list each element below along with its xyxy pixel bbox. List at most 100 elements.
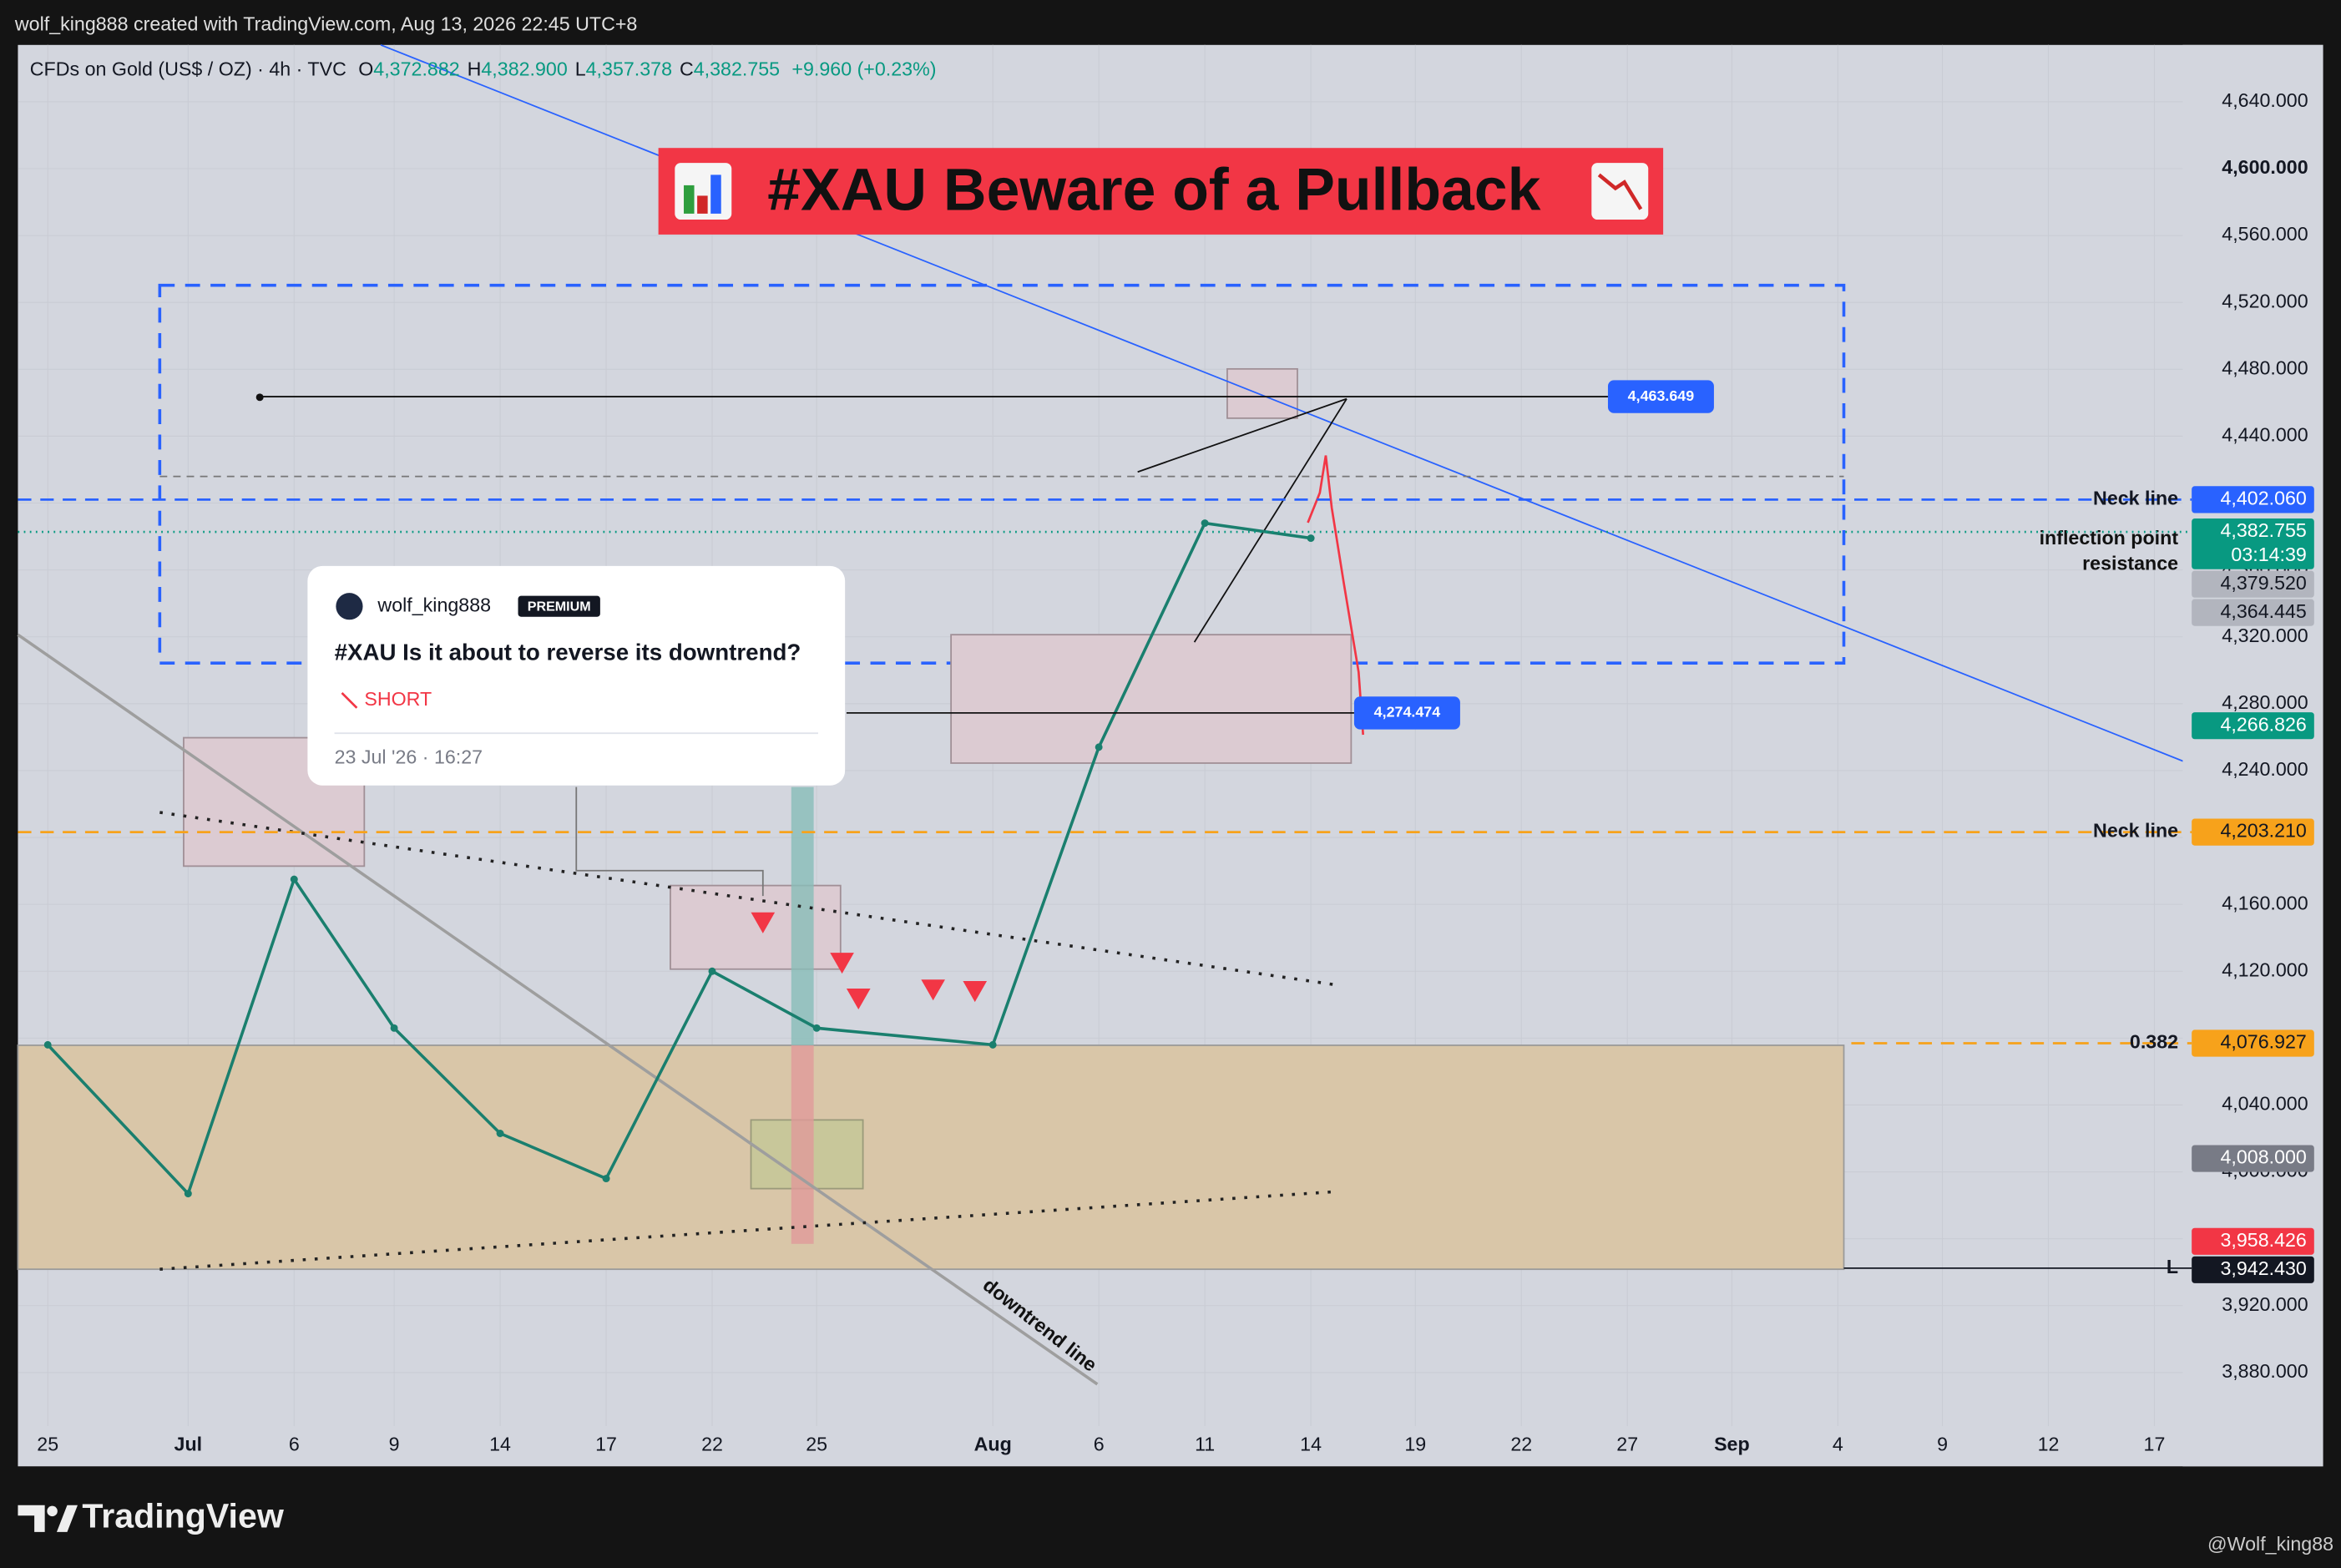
- price-label: [2192, 1145, 2314, 1172]
- y-tick-label: 3,920.000: [2222, 1293, 2308, 1315]
- x-tick-label: 11: [1195, 1433, 1215, 1454]
- projection: [1307, 455, 1365, 736]
- legend-key: L: [575, 58, 586, 79]
- y-tick-label: 4,600.000: [2222, 156, 2308, 178]
- legend-key: O: [358, 58, 373, 79]
- y-tick-label: 4,240.000: [2222, 758, 2308, 780]
- x-tick-label: 9: [389, 1433, 400, 1454]
- legend-value: 4,382.900: [481, 58, 567, 79]
- volume-bar: [791, 1044, 814, 1244]
- price-label: [2192, 1227, 2314, 1255]
- x-tick-label: 9: [1937, 1433, 1948, 1454]
- price-point: [1201, 519, 1209, 528]
- y-tick-label: 4,520.000: [2222, 290, 2308, 311]
- chart-title: #XAU Beware of a Pullback: [767, 157, 1540, 224]
- level-label: Neck line: [2093, 820, 2178, 842]
- wedge-line: [1193, 398, 1347, 643]
- price-label-text: 4,008.000: [2220, 1146, 2306, 1168]
- arrow: [751, 912, 776, 933]
- price-label: [2192, 570, 2314, 598]
- x-tick-label: 27: [1616, 1433, 1638, 1454]
- zone-box: [1226, 367, 1298, 419]
- short-icon: [341, 691, 358, 709]
- arrow: [921, 979, 945, 1001]
- price-label-timer: 03:14:39: [2231, 544, 2306, 565]
- legend-key: H: [468, 58, 482, 79]
- footer-handle: @Wolf_king88: [2207, 1533, 2333, 1555]
- idea-card[interactable]: wolf_king888 PREMIUM #XAU Is it about to…: [307, 565, 846, 786]
- y-tick-label: 4,440.000: [2222, 424, 2308, 446]
- price-point: [1095, 743, 1103, 751]
- avatar: [336, 593, 363, 620]
- zone-box: [670, 884, 842, 970]
- volume-bar: [791, 787, 814, 1045]
- price-label: [2192, 818, 2314, 846]
- callout-text: 4,274.474: [1374, 704, 1441, 721]
- x-tick-label: Jul: [174, 1433, 203, 1454]
- icon-bar: [697, 195, 708, 214]
- card-date: 23 Jul '26 · 16:27: [335, 746, 483, 768]
- x-tick-label: 12: [2038, 1433, 2060, 1454]
- y-tick-label: 3,880.000: [2222, 1360, 2308, 1382]
- price-label-text: 4,364.445: [2220, 600, 2306, 622]
- price-label-text: 4,266.826: [2220, 713, 2306, 735]
- y-tick-label: 4,160.000: [2222, 892, 2308, 913]
- card-direction: SHORT: [364, 688, 432, 710]
- legend-key: C: [680, 58, 694, 79]
- y-tick-label: 4,120.000: [2222, 959, 2308, 980]
- y-tick-label: 4,640.000: [2222, 89, 2308, 111]
- zone-box: [950, 634, 1353, 764]
- y-tick-label: 4,280.000: [2222, 691, 2308, 713]
- card-user: wolf_king888: [377, 594, 491, 615]
- x-tick-label: 14: [489, 1433, 511, 1454]
- arrow: [846, 988, 871, 1010]
- price-point: [1307, 534, 1315, 543]
- price-line: [46, 521, 1312, 1196]
- icon-bar: [684, 185, 695, 214]
- price-point: [290, 875, 298, 883]
- legend-value: 4,382.755: [694, 58, 780, 79]
- x-tick-label: 4: [1833, 1433, 1843, 1454]
- legend-value: 4,372.882: [373, 58, 459, 79]
- footer-logo: [18, 1505, 78, 1532]
- price-label-text: 4,203.210: [2220, 820, 2306, 842]
- x-tick-label: 25: [806, 1433, 827, 1454]
- logo-mark: [56, 1505, 78, 1532]
- x-tick-label: Aug: [974, 1433, 1012, 1454]
- level-label: 0.382: [2130, 1031, 2178, 1053]
- price-point: [184, 1190, 192, 1198]
- legend: CFDs on Gold (US$ / OZ) · 4h · TVC O 4,372…: [30, 58, 937, 79]
- price-label: [2192, 599, 2314, 626]
- logo-mark: [18, 1505, 45, 1532]
- price-series: [43, 519, 1315, 1198]
- price-label-text: 3,942.430: [2220, 1257, 2306, 1279]
- price-label-text: 4,402.060: [2220, 488, 2306, 509]
- logo-mark: [47, 1505, 58, 1517]
- price-point: [496, 1130, 504, 1137]
- signal-arrows: [751, 912, 988, 1010]
- price-label-text: 4,379.520: [2220, 572, 2306, 594]
- card-title: #XAU Is it about to reverse its downtren…: [335, 640, 801, 665]
- x-tick-label: 25: [37, 1433, 58, 1454]
- callout-label: [1353, 696, 1460, 730]
- downtrend-line: [17, 633, 1099, 1386]
- y-tick-label: 4,040.000: [2222, 1093, 2308, 1115]
- legend-change: +9.960 (+0.23%): [791, 58, 936, 79]
- price-label: [2192, 518, 2314, 569]
- x-tick-label: 17: [595, 1433, 617, 1454]
- x-tick-label: 6: [289, 1433, 300, 1454]
- price-point: [988, 1040, 997, 1049]
- callout-text: 4,463.649: [1628, 387, 1695, 404]
- price-point: [43, 1040, 52, 1049]
- x-tick-label: 19: [1404, 1433, 1426, 1454]
- x-tick-label: Sep: [1714, 1433, 1750, 1454]
- price-label: [2192, 486, 2314, 513]
- price-point: [812, 1024, 821, 1032]
- price-label-text: 4,382.755: [2220, 519, 2306, 541]
- wedge-line: [1137, 397, 1347, 473]
- arrow: [830, 953, 854, 974]
- x-tick-label: 22: [1510, 1433, 1532, 1454]
